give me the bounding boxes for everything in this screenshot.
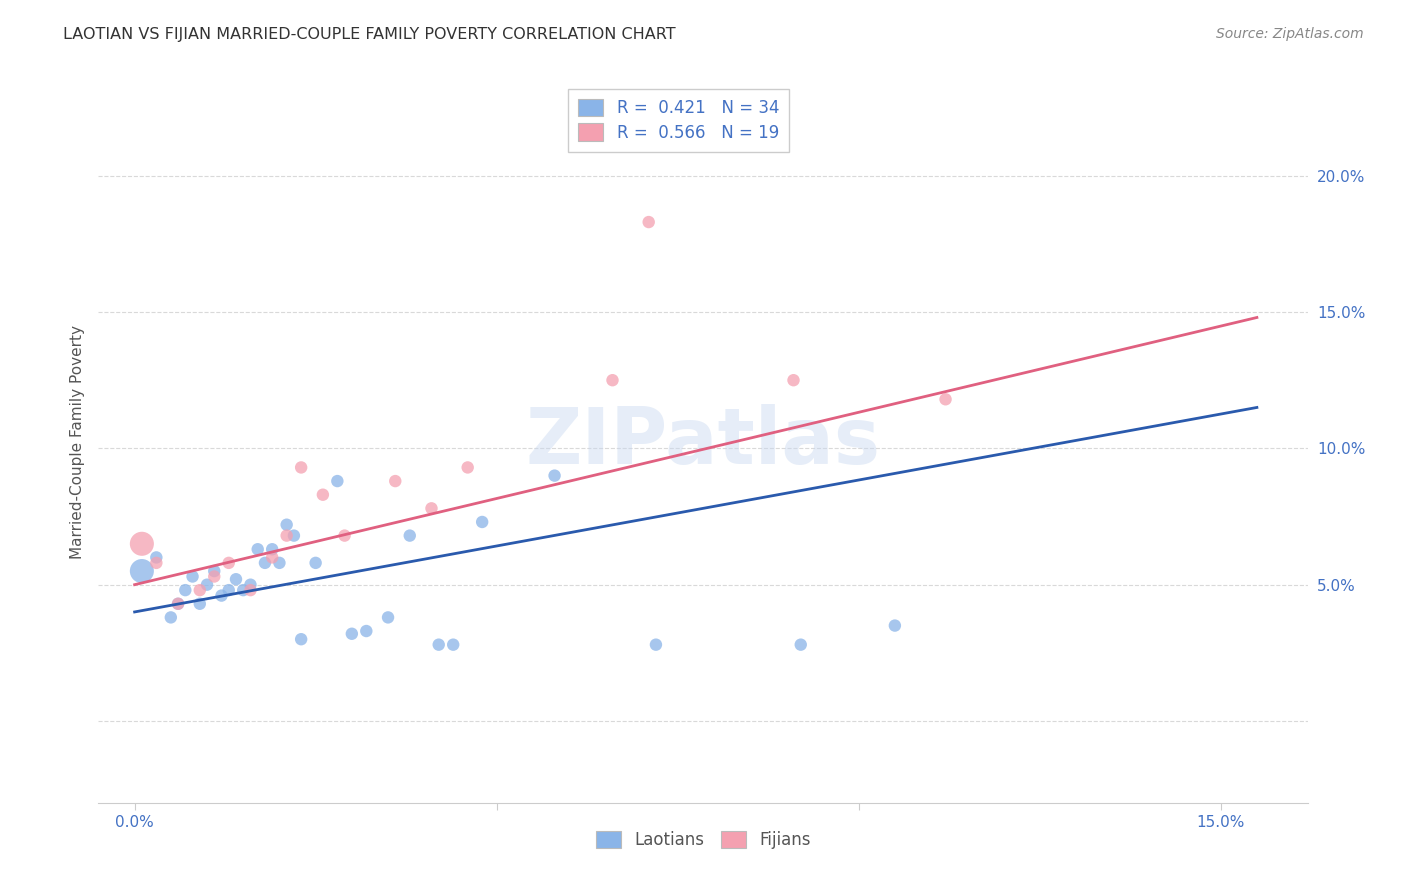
Point — [290, 460, 312, 475]
Point — [471, 515, 494, 529]
Point — [131, 564, 153, 578]
Point — [326, 474, 349, 488]
Point — [232, 583, 254, 598]
Point — [159, 610, 181, 624]
Point — [398, 528, 420, 542]
Point — [441, 638, 464, 652]
Point — [202, 564, 225, 578]
Point — [790, 638, 813, 652]
Point — [420, 501, 443, 516]
Point — [269, 556, 291, 570]
Point — [427, 638, 450, 652]
Point — [637, 215, 659, 229]
Text: LAOTIAN VS FIJIAN MARRIED-COUPLE FAMILY POVERTY CORRELATION CHART: LAOTIAN VS FIJIAN MARRIED-COUPLE FAMILY … — [63, 27, 676, 42]
Point — [239, 577, 262, 591]
Point — [195, 577, 218, 591]
Point — [290, 632, 312, 647]
Point — [253, 556, 276, 570]
Point — [131, 537, 153, 551]
Point — [333, 528, 356, 542]
Point — [377, 610, 399, 624]
Point — [218, 556, 240, 570]
Text: ZIPatlas: ZIPatlas — [526, 403, 880, 480]
Point — [645, 638, 668, 652]
Point — [356, 624, 378, 638]
Legend: Laotians, Fijians: Laotians, Fijians — [589, 824, 817, 856]
Point — [276, 517, 298, 532]
Point — [167, 597, 190, 611]
Point — [211, 589, 233, 603]
Point — [935, 392, 957, 407]
Point — [225, 572, 247, 586]
Point — [167, 597, 190, 611]
Point — [246, 542, 269, 557]
Point — [262, 542, 284, 557]
Point — [384, 474, 406, 488]
Point — [188, 597, 211, 611]
Point — [181, 569, 204, 583]
Point — [262, 550, 284, 565]
Point — [312, 488, 335, 502]
Point — [145, 556, 167, 570]
Point — [188, 583, 211, 598]
Point — [218, 583, 240, 598]
Text: Source: ZipAtlas.com: Source: ZipAtlas.com — [1216, 27, 1364, 41]
Y-axis label: Married-Couple Family Poverty: Married-Couple Family Poverty — [69, 325, 84, 558]
Point — [457, 460, 479, 475]
Point — [543, 468, 565, 483]
Point — [340, 626, 363, 640]
Point — [782, 373, 804, 387]
Point — [276, 528, 298, 542]
Point — [202, 569, 225, 583]
Point — [239, 583, 262, 598]
Point — [145, 550, 167, 565]
Point — [304, 556, 326, 570]
Point — [174, 583, 197, 598]
Point — [883, 618, 905, 632]
Point — [283, 528, 305, 542]
Point — [602, 373, 624, 387]
